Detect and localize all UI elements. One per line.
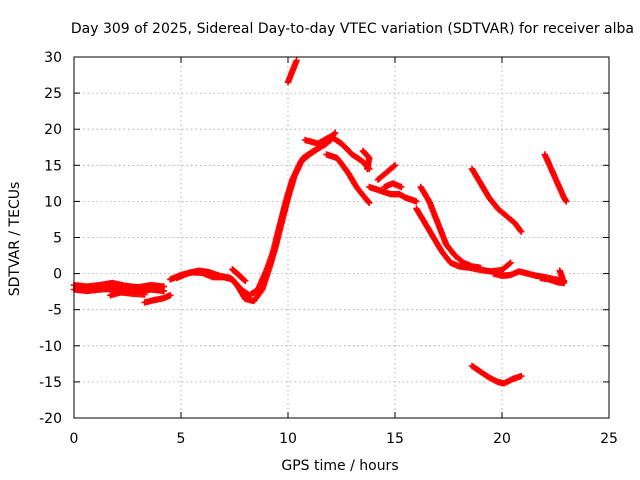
series-track-9 xyxy=(301,133,373,173)
data-point xyxy=(167,292,174,299)
y-tick-label: 25 xyxy=(44,86,62,102)
y-tick-label: 0 xyxy=(53,267,62,283)
data-point xyxy=(398,183,405,191)
data-point xyxy=(242,277,249,284)
y-tick-label: 20 xyxy=(44,122,62,138)
x-tick-label: 15 xyxy=(386,431,404,447)
series-track-18 xyxy=(468,362,525,387)
axis-ticks xyxy=(73,56,610,419)
series-track-10 xyxy=(323,151,373,206)
x-axis-title: GPS time / hours xyxy=(281,458,398,474)
series-track-3 xyxy=(107,289,148,299)
data-point xyxy=(331,129,339,136)
y-tick-label: -10 xyxy=(39,339,62,355)
series-track-16 xyxy=(417,183,484,271)
chart-title: Day 309 of 2025, Sidereal Day-to-day VTE… xyxy=(71,21,634,37)
y-tick-label: 10 xyxy=(44,194,62,210)
y-tick-label: 5 xyxy=(53,231,62,247)
data-point xyxy=(366,199,373,206)
data-point xyxy=(556,267,563,274)
y-axis-title: SDTVAR / TECUs xyxy=(7,182,23,297)
x-tick-label: 25 xyxy=(600,431,618,447)
y-tick-label: -15 xyxy=(39,375,62,391)
y-tick-label: -20 xyxy=(39,411,62,427)
data-point xyxy=(506,260,513,267)
data-point xyxy=(517,227,524,234)
x-tick-label: 0 xyxy=(70,431,79,447)
series-track-8 xyxy=(284,57,300,86)
x-tick-label: 10 xyxy=(279,431,297,447)
series-track-1 xyxy=(70,279,168,291)
series-track-20 xyxy=(537,267,568,287)
series-track-4 xyxy=(141,292,174,306)
data-point xyxy=(293,57,300,64)
series-track-12 xyxy=(366,183,420,205)
data-point xyxy=(507,259,514,266)
series-track-21 xyxy=(541,151,570,205)
y-tick-label: 30 xyxy=(44,50,62,66)
data-point xyxy=(477,264,484,271)
data-point xyxy=(413,198,420,205)
data-layer xyxy=(70,57,570,387)
x-tick-label: 20 xyxy=(493,431,511,447)
series-track-14 xyxy=(381,180,405,191)
data-point xyxy=(563,198,570,205)
series-track-11 xyxy=(359,147,373,173)
series-track-13 xyxy=(374,162,399,183)
tick-labels: 0 5 10 15 20 25 -20 -15 -10 -5 0 5 10 15 20 25 30 xyxy=(39,50,618,447)
data-point xyxy=(390,163,397,170)
y-tick-label: 15 xyxy=(44,158,62,174)
data-point xyxy=(518,228,525,235)
y-tick-label: -5 xyxy=(48,303,62,319)
series-track-7 xyxy=(229,266,249,284)
data-point xyxy=(364,165,371,173)
data-point xyxy=(141,291,148,298)
data-point xyxy=(391,162,399,169)
series-track-17 xyxy=(468,165,525,235)
data-point xyxy=(518,372,525,380)
data-point xyxy=(240,276,248,284)
data-point xyxy=(160,287,168,295)
x-tick-label: 5 xyxy=(177,431,186,447)
